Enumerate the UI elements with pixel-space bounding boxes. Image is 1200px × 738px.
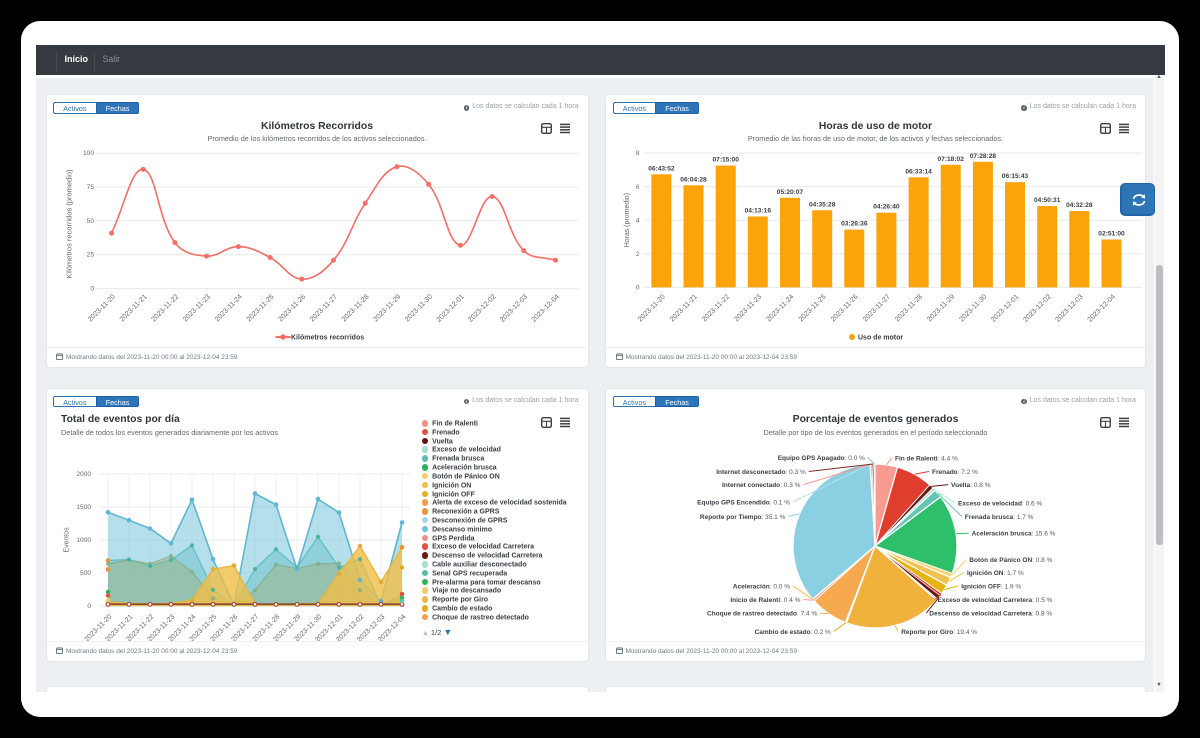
- svg-text:07:15:00: 07:15:00: [712, 157, 739, 164]
- svg-text:2023-11-24: 2023-11-24: [766, 293, 796, 323]
- svg-text:500: 500: [79, 570, 90, 577]
- svg-text:2: 2: [636, 251, 640, 258]
- svg-text:2023-12-03: 2023-12-03: [498, 293, 528, 323]
- svg-text:Ignición OFF: 1.9 %: Ignición OFF: 1.9 %: [961, 583, 1021, 590]
- svg-text:4: 4: [636, 217, 640, 224]
- svg-text:2023-12-03: 2023-12-03: [1054, 293, 1084, 323]
- svg-text:2023-11-26: 2023-11-26: [277, 293, 307, 323]
- svg-text:2023-11-21: 2023-11-21: [669, 293, 699, 323]
- svg-text:06:43:52: 06:43:52: [648, 165, 675, 172]
- svg-text:Cambio de estado: 0.2 %: Cambio de estado: 0.2 %: [755, 628, 831, 635]
- svg-text:Exceso de velocidad: 0.6 %: Exceso de velocidad: 0.6 %: [958, 500, 1042, 507]
- svg-text:Ignición ON: 1.7 %: Ignición ON: 1.7 %: [967, 569, 1024, 576]
- svg-text:06:15:43: 06:15:43: [1002, 173, 1029, 180]
- svg-text:8: 8: [636, 150, 640, 157]
- svg-text:Aceleración brusca: 15.6 %: Aceleración brusca: 15.6 %: [972, 530, 1056, 537]
- svg-text:Inicio de Ralenti: 0.4 %: Inicio de Ralenti: 0.4 %: [730, 597, 800, 604]
- svg-text:Internet desconectado: 0.3 %: Internet desconectado: 0.3 %: [716, 469, 806, 476]
- svg-text:Equipo GPS Encendido: 0.1 %: Equipo GPS Encendido: 0.1 %: [697, 499, 790, 506]
- svg-text:2023-12-02: 2023-12-02: [467, 293, 497, 323]
- svg-text:50: 50: [86, 218, 94, 225]
- svg-text:2023-11-25: 2023-11-25: [245, 293, 275, 323]
- svg-text:Reporte por Tiempo: 35.1 %: Reporte por Tiempo: 35.1 %: [700, 513, 786, 520]
- svg-text:2023-11-22: 2023-11-22: [150, 293, 180, 323]
- svg-text:Kilómetros recorridos: Kilómetros recorridos: [291, 335, 364, 342]
- svg-text:Descenso de velocidad Carreter: Descenso de velocidad Carretera: 0.8 %: [929, 610, 1052, 617]
- svg-text:Frenada brusca: 1.7 %: Frenada brusca: 1.7 %: [965, 513, 1034, 520]
- svg-text:2023-12-01: 2023-12-01: [435, 293, 465, 323]
- svg-text:Botón de Pánico ON: 0.8 %: Botón de Pánico ON: 0.8 %: [969, 557, 1052, 564]
- svg-text:0: 0: [90, 286, 94, 293]
- svg-text:2023-11-27: 2023-11-27: [862, 293, 892, 323]
- svg-text:Horas (promedio): Horas (promedio): [624, 193, 631, 247]
- svg-text:02:51:00: 02:51:00: [1098, 231, 1125, 238]
- svg-text:Equipo GPS Apagado: 0.0 %: Equipo GPS Apagado: 0.0 %: [778, 454, 865, 461]
- svg-text:04:13:16: 04:13:16: [745, 208, 772, 215]
- svg-text:04:26:40: 04:26:40: [873, 204, 900, 211]
- svg-text:2000: 2000: [76, 471, 91, 478]
- svg-text:2023-12-04: 2023-12-04: [530, 293, 560, 323]
- svg-text:Internet conectado: 0.3 %: Internet conectado: 0.3 %: [722, 482, 801, 489]
- svg-text:100: 100: [82, 150, 93, 157]
- svg-text:2023-11-30: 2023-11-30: [404, 293, 434, 323]
- svg-text:1000: 1000: [76, 537, 91, 544]
- svg-text:25: 25: [86, 252, 94, 259]
- svg-text:2023-12-01: 2023-12-01: [990, 293, 1020, 323]
- svg-text:Frenado: 7.2 %: Frenado: 7.2 %: [932, 469, 978, 476]
- svg-text:6: 6: [636, 184, 640, 191]
- svg-text:0: 0: [636, 285, 640, 292]
- svg-text:06:04:28: 06:04:28: [680, 176, 707, 183]
- svg-text:1500: 1500: [76, 504, 91, 511]
- svg-text:2023-12-02: 2023-12-02: [1022, 293, 1052, 323]
- svg-text:Aceleración: 0.0 %: Aceleración: 0.0 %: [733, 583, 790, 590]
- svg-text:07:18:02: 07:18:02: [937, 156, 964, 163]
- svg-text:2023-11-22: 2023-11-22: [701, 293, 731, 323]
- svg-text:04:50:31: 04:50:31: [1034, 197, 1061, 204]
- svg-text:2023-11-21: 2023-11-21: [118, 293, 148, 323]
- svg-text:Fin de Ralenti: 4.4 %: Fin de Ralenti: 4.4 %: [895, 455, 958, 462]
- svg-text:2023-11-20: 2023-11-20: [87, 293, 117, 323]
- svg-text:Vuelta: 0.8 %: Vuelta: 0.8 %: [951, 482, 991, 489]
- svg-text:04:35:28: 04:35:28: [809, 201, 836, 208]
- svg-text:75: 75: [86, 184, 94, 191]
- svg-text:Uso de motor: Uso de motor: [858, 335, 903, 342]
- svg-text:2023-11-26: 2023-11-26: [830, 293, 860, 323]
- svg-text:2023-12-04: 2023-12-04: [1087, 293, 1117, 323]
- svg-text:Kilómetros recorridos (promedi: Kilómetros recorridos (promedio): [64, 169, 73, 279]
- svg-text:2023-11-29: 2023-11-29: [926, 293, 956, 323]
- svg-text:2023-11-23: 2023-11-23: [733, 293, 763, 323]
- svg-text:2023-11-28: 2023-11-28: [894, 293, 924, 323]
- svg-text:2023-11-23: 2023-11-23: [182, 293, 212, 323]
- svg-text:2023-11-29: 2023-11-29: [372, 293, 402, 323]
- svg-text:06:33:14: 06:33:14: [905, 168, 932, 175]
- svg-text:2023-11-28: 2023-11-28: [340, 293, 370, 323]
- svg-text:2023-11-20: 2023-11-20: [637, 293, 667, 323]
- svg-text:04:32:28: 04:32:28: [1066, 202, 1093, 209]
- svg-text:Choque de rastreo detectado: 7: Choque de rastreo detectado: 7.4 %: [707, 610, 817, 617]
- svg-text:Eventos: Eventos: [63, 526, 70, 552]
- svg-text:2023-11-25: 2023-11-25: [798, 293, 828, 323]
- svg-text:Reporte por Giro: 19.4 %: Reporte por Giro: 19.4 %: [901, 628, 977, 635]
- svg-text:07:28:28: 07:28:28: [970, 153, 997, 160]
- svg-text:0: 0: [87, 603, 91, 610]
- svg-text:2023-11-30: 2023-11-30: [958, 293, 988, 323]
- svg-text:05:20:07: 05:20:07: [777, 189, 804, 196]
- svg-text:03:26:36: 03:26:36: [841, 221, 868, 228]
- svg-text:2023-11-27: 2023-11-27: [309, 293, 339, 323]
- svg-text:2023-11-24: 2023-11-24: [213, 293, 243, 323]
- svg-text:Exceso de velocidad Carretera:: Exceso de velocidad Carretera: 0.5 %: [938, 597, 1053, 604]
